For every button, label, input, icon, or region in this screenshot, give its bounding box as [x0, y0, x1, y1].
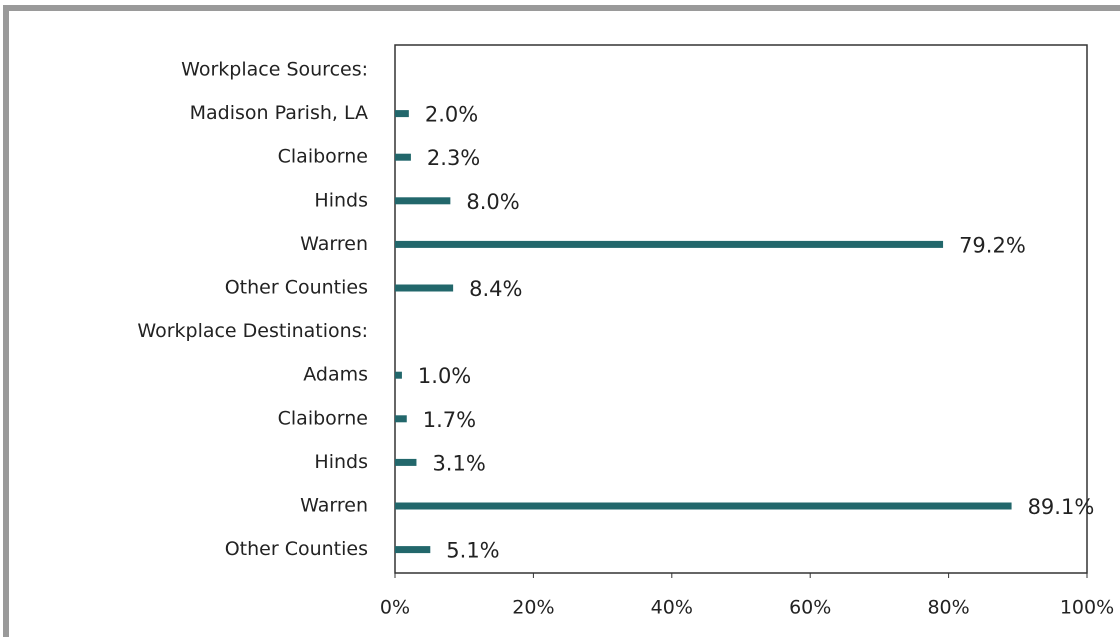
bar	[395, 415, 407, 423]
category-label: Warren	[300, 233, 368, 255]
bar	[395, 546, 431, 554]
plot-area	[394, 44, 1088, 574]
value-label: 1.0%	[418, 364, 471, 388]
bar	[395, 284, 454, 292]
value-label: 5.1%	[446, 539, 499, 563]
category-label: Warren	[300, 495, 368, 517]
category-label: Workplace Sources:	[181, 59, 368, 81]
x-tick-label: 100%	[1060, 597, 1114, 619]
bar	[395, 240, 944, 248]
value-label: 1.7%	[423, 408, 476, 432]
frame	[3, 5, 1120, 641]
category-label: Hinds	[314, 451, 368, 473]
category-label: Claiborne	[278, 407, 368, 429]
x-tick-label: 20%	[512, 597, 554, 619]
value-label: 8.0%	[466, 190, 519, 214]
category-label: Madison Parish, LA	[190, 102, 368, 124]
bar	[395, 371, 402, 379]
value-label: 3.1%	[432, 451, 485, 475]
x-tick-label: 80%	[927, 597, 969, 619]
bar	[395, 502, 1012, 510]
value-label: 8.4%	[469, 277, 522, 301]
category-label: Workplace Destinations:	[137, 320, 368, 342]
category-label: Claiborne	[278, 146, 368, 168]
category-label: Other Counties	[225, 277, 368, 299]
x-tick-label: 60%	[789, 597, 831, 619]
value-label: 2.3%	[427, 146, 480, 170]
bar	[395, 458, 417, 466]
bar	[395, 110, 409, 118]
category-label: Other Counties	[225, 538, 368, 560]
category-label: Adams	[303, 364, 368, 386]
value-label: 2.0%	[425, 103, 478, 127]
category-label: Hinds	[314, 189, 368, 211]
bar	[395, 197, 451, 205]
value-label: 79.2%	[959, 233, 1026, 257]
bar	[395, 153, 411, 161]
x-tick-label: 0%	[380, 597, 410, 619]
value-label: 89.1%	[1028, 495, 1095, 519]
x-tick-label: 40%	[651, 597, 693, 619]
